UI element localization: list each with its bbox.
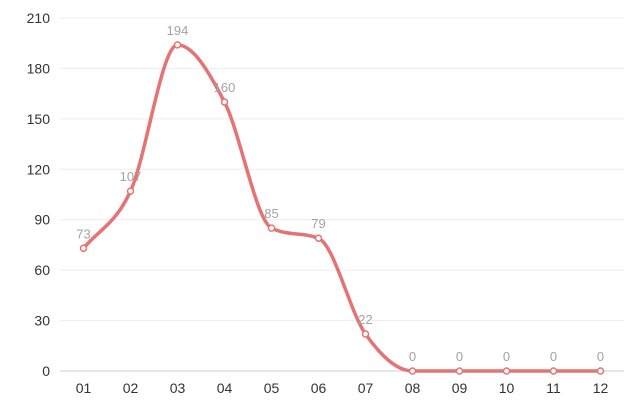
x-tick-label: 02 bbox=[123, 380, 139, 396]
data-point[interactable] bbox=[220, 98, 229, 106]
y-axis-tick-labels: 0 30 60 90 120 150 180 210 bbox=[27, 10, 51, 379]
series-line bbox=[81, 43, 603, 373]
y-tick-label: 0 bbox=[42, 363, 50, 379]
data-labels: 73 107 194 160 85 79 22 0 0 0 0 0 bbox=[76, 23, 604, 364]
series-lines bbox=[81, 43, 603, 373]
x-tick-label: 04 bbox=[217, 380, 233, 396]
x-tick-label: 07 bbox=[358, 380, 374, 396]
y-tick-label: 120 bbox=[27, 161, 51, 177]
y-tick-label: 60 bbox=[34, 262, 50, 278]
data-point[interactable] bbox=[267, 224, 276, 232]
x-tick-label: 01 bbox=[76, 380, 92, 396]
data-point[interactable] bbox=[79, 244, 88, 253]
x-tick-label: 10 bbox=[499, 380, 515, 396]
data-label: 160 bbox=[214, 80, 236, 95]
data-point[interactable] bbox=[408, 367, 417, 375]
data-label: 0 bbox=[550, 349, 557, 364]
data-label: 0 bbox=[597, 349, 604, 364]
x-tick-label: 09 bbox=[452, 380, 468, 396]
x-axis-tick-labels: 01 02 03 04 05 06 07 08 09 10 11 12 bbox=[76, 380, 609, 396]
x-tick-label: 08 bbox=[405, 380, 421, 396]
data-point[interactable] bbox=[596, 367, 605, 375]
data-points bbox=[79, 41, 605, 375]
data-label: 85 bbox=[264, 206, 278, 221]
x-tick-label: 11 bbox=[546, 380, 561, 396]
data-label: 73 bbox=[76, 226, 90, 241]
data-point[interactable] bbox=[173, 41, 182, 49]
y-tick-label: 210 bbox=[27, 10, 51, 26]
gridlines bbox=[60, 17, 624, 322]
x-tick-label: 03 bbox=[170, 380, 186, 396]
data-label: 0 bbox=[503, 349, 510, 364]
data-point[interactable] bbox=[502, 367, 511, 375]
y-tick-label: 180 bbox=[27, 60, 51, 76]
data-label: 0 bbox=[456, 349, 463, 364]
y-tick-label: 90 bbox=[34, 212, 50, 228]
x-tick-label: 12 bbox=[593, 380, 609, 396]
data-point[interactable] bbox=[361, 330, 370, 338]
data-label: 0 bbox=[409, 349, 416, 364]
data-label: 194 bbox=[167, 23, 189, 38]
data-point[interactable] bbox=[126, 187, 135, 195]
data-point[interactable] bbox=[314, 234, 323, 242]
y-tick-label: 30 bbox=[34, 313, 50, 329]
data-label: 79 bbox=[311, 216, 325, 231]
data-point[interactable] bbox=[549, 367, 558, 375]
data-point[interactable] bbox=[455, 367, 464, 375]
x-tick-label: 06 bbox=[311, 380, 327, 396]
data-label: 22 bbox=[358, 312, 372, 327]
x-tick-label: 05 bbox=[264, 380, 280, 396]
data-label: 107 bbox=[120, 169, 142, 184]
y-tick-label: 150 bbox=[27, 111, 51, 127]
